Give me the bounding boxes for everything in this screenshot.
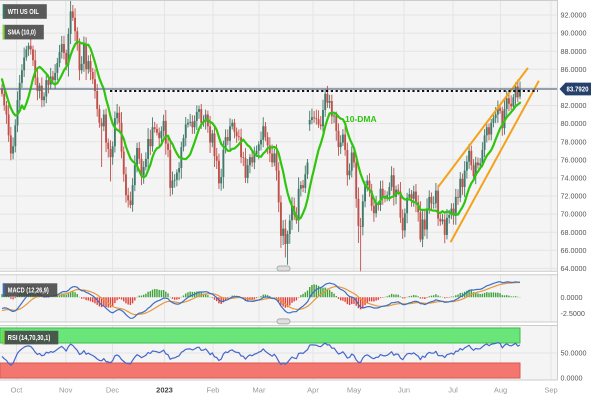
svg-text:50.0000: 50.0000 — [561, 349, 587, 358]
svg-text:86.0000: 86.0000 — [561, 65, 587, 74]
svg-text:2023: 2023 — [156, 386, 173, 395]
svg-text:-2.5000: -2.5000 — [561, 309, 585, 318]
svg-text:92.0000: 92.0000 — [561, 11, 587, 20]
svg-text:66.0000: 66.0000 — [561, 246, 587, 255]
svg-text:Feb: Feb — [207, 386, 220, 395]
svg-text:WTI US OIL: WTI US OIL — [8, 9, 40, 16]
svg-text:Sep: Sep — [544, 386, 557, 395]
svg-text:88.0000: 88.0000 — [561, 47, 587, 56]
svg-text:Dec: Dec — [106, 386, 120, 395]
svg-text:80.0000: 80.0000 — [561, 119, 587, 128]
svg-text:10-DMA: 10-DMA — [345, 114, 377, 124]
svg-text:64.0000: 64.0000 — [561, 264, 587, 273]
svg-text:78.0000: 78.0000 — [561, 137, 587, 146]
svg-text:82.0000: 82.0000 — [561, 101, 587, 110]
svg-text:May: May — [347, 386, 361, 395]
svg-text:SMA (10,0): SMA (10,0) — [8, 30, 36, 37]
svg-text:0.0000: 0.0000 — [561, 374, 583, 383]
svg-text:Oct: Oct — [11, 386, 24, 395]
svg-text:76.0000: 76.0000 — [561, 155, 587, 164]
svg-text:74.0000: 74.0000 — [561, 174, 587, 183]
svg-text:Jun: Jun — [398, 386, 410, 395]
svg-text:RSI (14,70,30,1): RSI (14,70,30,1) — [8, 335, 51, 342]
svg-text:Aug: Aug — [494, 386, 507, 395]
svg-text:72.0000: 72.0000 — [561, 192, 587, 201]
svg-text:Apr: Apr — [307, 386, 319, 395]
svg-text:68.0000: 68.0000 — [561, 228, 587, 237]
svg-text:MACD (12,26,9): MACD (12,26,9) — [8, 288, 49, 295]
svg-text:90.0000: 90.0000 — [561, 29, 587, 38]
svg-text:Nov: Nov — [59, 386, 73, 395]
svg-text:70.0000: 70.0000 — [561, 210, 587, 219]
svg-text:Jul: Jul — [448, 386, 458, 395]
svg-text:Mar: Mar — [253, 386, 266, 395]
svg-text:83.7920: 83.7920 — [567, 87, 589, 94]
svg-text:0.0000: 0.0000 — [561, 293, 583, 302]
